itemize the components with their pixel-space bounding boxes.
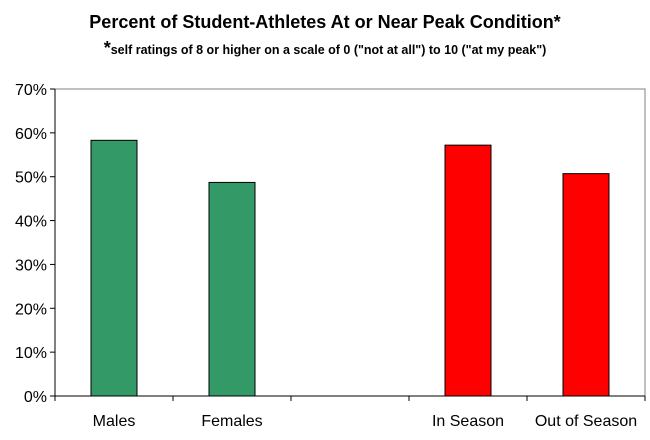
plot-area: 0% 10% 20% 30% 40% 50% 60% 70% Males Females In Se…: [15, 82, 646, 430]
bar: [562, 173, 610, 397]
bar: [90, 139, 138, 397]
y-tick-label: 20%: [15, 301, 47, 318]
x-tick-label: Males: [93, 413, 136, 430]
x-tick-label: Females: [201, 413, 262, 430]
y-tick-label: 30%: [15, 257, 47, 274]
chart-subtitle: *self ratings of 8 or higher on a scale …: [104, 38, 547, 58]
y-tick-label: 10%: [15, 345, 47, 362]
plot-frame: [54, 88, 646, 397]
x-tick-label: Out of Season: [535, 413, 637, 430]
bar: [208, 181, 256, 397]
x-tick-label: In Season: [432, 413, 504, 430]
y-tick-label: 60%: [15, 126, 47, 143]
chart-subtitle-text: self ratings of 8 or higher on a scale o…: [111, 43, 547, 57]
chart-title: Percent of Student-Athletes At or Near P…: [89, 12, 560, 32]
y-tick-label: 50%: [15, 170, 47, 187]
y-tick-label: 40%: [15, 214, 47, 231]
y-tick-label: 70%: [15, 82, 47, 99]
chart-subtitle-star: *: [104, 38, 111, 58]
bar: [444, 144, 492, 397]
y-tick-label: 0%: [24, 389, 47, 406]
